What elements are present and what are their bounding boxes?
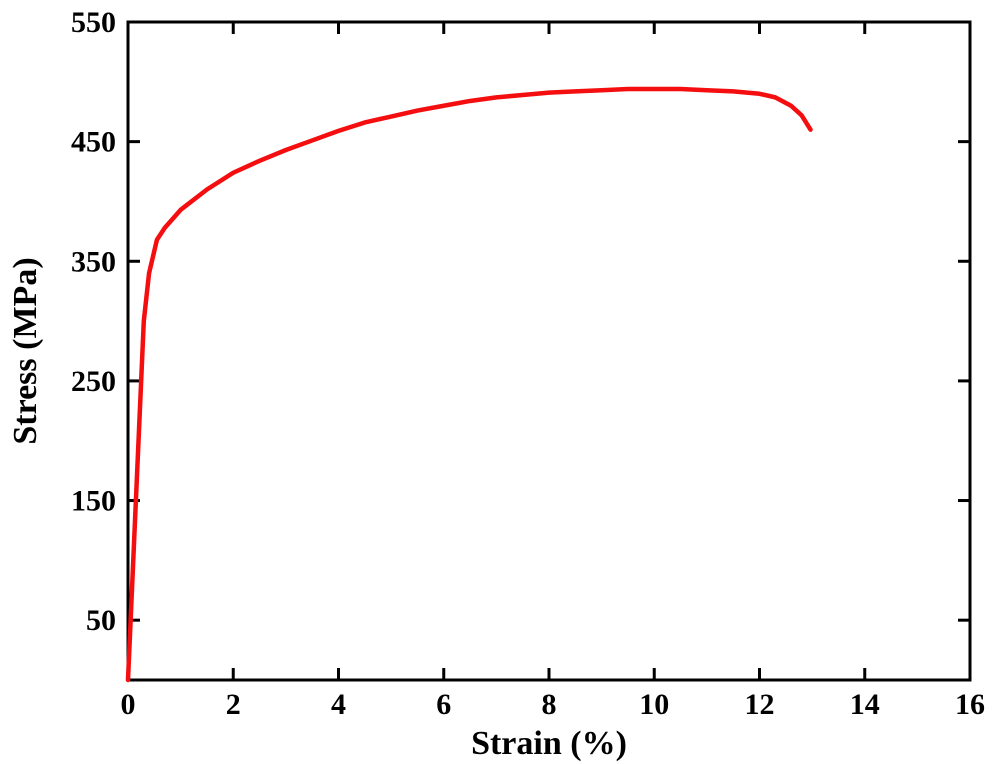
stress-strain-chart: 0 2 4 6 8 10 12 14 16 50 150 250 350 450 550 Strain (%)… <box>0 0 1000 764</box>
y-tick-label: 50 <box>86 604 116 637</box>
y-tick-label: 450 <box>71 126 116 159</box>
x-tick-label: 10 <box>639 688 669 721</box>
x-tick-label: 16 <box>955 688 985 721</box>
y-tick-label: 550 <box>71 6 116 39</box>
y-tick-label: 250 <box>71 365 116 398</box>
series-stress-strain <box>128 89 811 680</box>
x-tick-label: 8 <box>542 688 557 721</box>
x-tick-label: 0 <box>121 688 136 721</box>
x-tick-label: 4 <box>331 688 346 721</box>
plot-border <box>128 22 970 680</box>
y-tick-label: 150 <box>71 485 116 518</box>
y-tick-label: 350 <box>71 245 116 278</box>
chart-svg: 0 2 4 6 8 10 12 14 16 50 150 250 350 450 550 Strain (%)… <box>0 0 1000 764</box>
x-axis-label: Strain (%) <box>471 725 627 762</box>
x-tick-label: 6 <box>436 688 451 721</box>
x-tick-label: 12 <box>745 688 775 721</box>
x-tick-label: 2 <box>226 688 241 721</box>
x-tick-label: 14 <box>850 688 880 721</box>
y-axis-label: Stress (MPa) <box>7 257 44 444</box>
